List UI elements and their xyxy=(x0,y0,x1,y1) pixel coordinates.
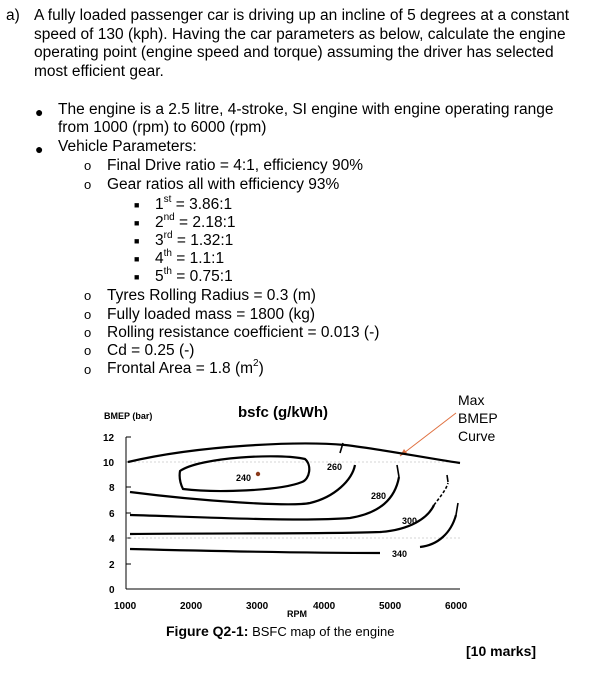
rolling-text: Rolling resistance coefficient = 0.013 (… xyxy=(107,324,380,341)
x-axis-label: RPM xyxy=(287,609,307,619)
gear-number: 1 xyxy=(155,196,164,213)
x-tick-2000: 2000 xyxy=(180,601,203,612)
gear-item: 4th = 1.1:1 xyxy=(155,247,225,268)
annotation-line-3: Curve xyxy=(458,428,496,444)
gear-ordinal: th xyxy=(163,247,172,259)
contour-label-240: 240 xyxy=(236,473,251,483)
contour-280-tail xyxy=(396,464,400,478)
gear-number: 3 xyxy=(155,232,164,249)
circle-bullet: o xyxy=(84,158,92,173)
circle-bullet: o xyxy=(84,307,92,322)
bullet-dot: ● xyxy=(35,104,44,120)
y-tick-0: 0 xyxy=(109,585,115,596)
y-tick-8: 8 xyxy=(109,483,115,494)
cd-text: Cd = 0.25 (-) xyxy=(107,342,195,359)
frontal-area-text: Frontal Area = 1.8 (m2) xyxy=(107,357,264,378)
figure-caption: Figure Q2-1: BSFC map of the engine xyxy=(166,623,394,639)
bsfc-chart: BMEP (bar) bsfc (g/kWh) RPM Max BMEP Cur… xyxy=(103,392,498,619)
gear-item: 5th = 0.75:1 xyxy=(155,265,233,286)
max-bmep-curve xyxy=(127,442,461,465)
contour-label-260: 260 xyxy=(327,462,342,472)
contour-label-280: 280 xyxy=(371,491,386,501)
gear-ordinal: th xyxy=(163,265,172,277)
circle-bullet: o xyxy=(84,325,92,340)
annotation-line-1: Max xyxy=(458,392,484,408)
square-bullet: ■ xyxy=(134,218,140,228)
contour-260 xyxy=(129,464,357,506)
chart-title: bsfc (g/kWh) xyxy=(238,404,328,421)
tyres-text: Tyres Rolling Radius = 0.3 (m) xyxy=(107,287,316,304)
figure-caption-label: Figure Q2-1: xyxy=(166,623,249,639)
x-tick-4000: 4000 xyxy=(313,601,336,612)
y-tick-4: 4 xyxy=(109,534,115,545)
contour-340-tail xyxy=(455,502,459,516)
mass-text: Fully loaded mass = 1800 (kg) xyxy=(107,306,316,323)
annotation-arrow xyxy=(399,412,457,457)
contour-340 xyxy=(129,547,381,555)
frontal-area-sup: 2 xyxy=(253,357,259,369)
gear-ratio: = 1.32:1 xyxy=(172,232,234,249)
gear-item: 3rd = 1.32:1 xyxy=(155,229,234,250)
annotation-line-2: BMEP xyxy=(458,410,498,426)
square-bullet: ■ xyxy=(134,272,140,282)
contour-300-tail xyxy=(446,474,449,483)
question-text: A fully loaded passenger car is driving … xyxy=(34,7,570,80)
gear-heading: Gear ratios all with efficiency 93% xyxy=(107,176,340,193)
gear-number: 2 xyxy=(155,214,164,231)
contour-340-right xyxy=(419,514,458,549)
circle-bullet: o xyxy=(84,177,92,192)
marks-label: [10 marks] xyxy=(466,643,537,659)
y-ticks xyxy=(126,436,131,565)
question-paragraph: a) A fully loaded passenger car is drivi… xyxy=(6,7,591,81)
gear-item: 2nd = 2.18:1 xyxy=(155,211,236,232)
y-tick-6: 6 xyxy=(109,509,115,520)
contour-300-dashed xyxy=(433,482,449,506)
vehicle-heading: Vehicle Parameters: xyxy=(58,138,197,155)
gear-ordinal: nd xyxy=(163,211,175,223)
bullet-dot: ● xyxy=(35,141,44,157)
gear-item: 1st = 3.86:1 xyxy=(155,193,233,214)
gear-number: 5 xyxy=(155,268,164,285)
y-axis-label: BMEP (bar) xyxy=(104,411,152,421)
square-bullet: ■ xyxy=(134,254,140,264)
gear-number: 4 xyxy=(155,250,164,267)
best-point-marker xyxy=(255,471,261,477)
y-tick-12: 12 xyxy=(103,433,115,444)
x-tick-5000: 5000 xyxy=(379,601,402,612)
y-tick-2: 2 xyxy=(109,560,115,571)
frontal-area-pre: Frontal Area = 1.8 (m xyxy=(107,360,254,377)
y-tick-10: 10 xyxy=(103,458,115,469)
x-tick-3000: 3000 xyxy=(246,601,269,612)
engine-bullet-text: The engine is a 2.5 litre, 4-stroke, SI … xyxy=(58,101,554,136)
gear-ratio: = 2.18:1 xyxy=(174,214,236,231)
gear-ratio: = 0.75:1 xyxy=(171,268,233,285)
contour-label-340: 340 xyxy=(392,549,407,559)
question-label: a) xyxy=(6,7,20,24)
circle-bullet: o xyxy=(84,288,92,303)
gear-ratio: = 1.1:1 xyxy=(171,250,225,267)
contour-300 xyxy=(129,504,435,536)
contour-280 xyxy=(129,476,401,521)
square-bullet: ■ xyxy=(134,200,140,210)
figure-caption-text: BSFC map of the engine xyxy=(248,624,395,639)
square-bullet: ■ xyxy=(134,236,140,246)
circle-bullet: o xyxy=(84,362,92,377)
x-tick-6000: 6000 xyxy=(445,601,468,612)
contour-label-300: 300 xyxy=(402,516,417,526)
contour-240 xyxy=(178,455,311,493)
gear-ratio: = 3.86:1 xyxy=(171,196,233,213)
max-bmep-marker xyxy=(339,442,344,454)
gear-ordinal: st xyxy=(163,193,172,205)
frontal-area-post: ) xyxy=(258,360,264,377)
gear-ordinal: rd xyxy=(163,229,173,241)
circle-bullet: o xyxy=(84,343,92,358)
x-tick-1000: 1000 xyxy=(114,601,137,612)
final-drive-text: Final Drive ratio = 4:1, efficiency 90% xyxy=(107,157,364,174)
